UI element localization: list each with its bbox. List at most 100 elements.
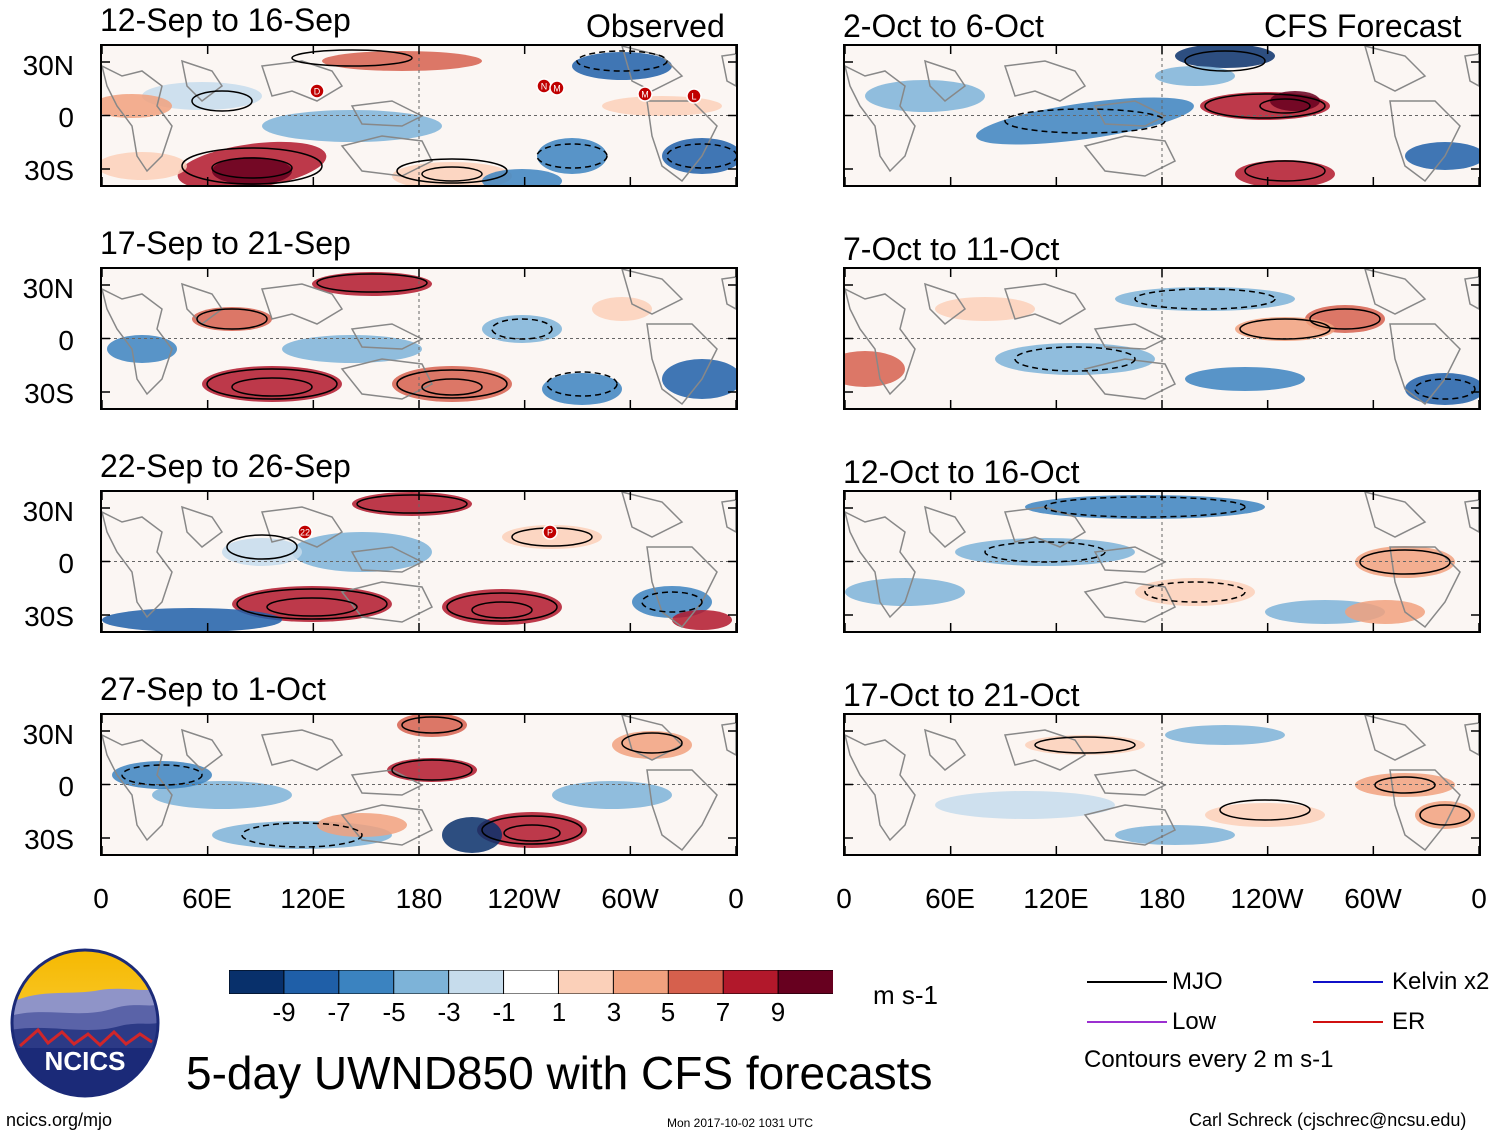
coastline xyxy=(350,769,424,796)
anomaly-region xyxy=(1165,725,1285,745)
mjo-contour xyxy=(1259,98,1311,114)
anomaly-region xyxy=(542,373,622,405)
mjo-contour xyxy=(984,541,1106,563)
anomaly-region xyxy=(482,169,562,185)
anomaly-region xyxy=(352,492,472,516)
mjo-contour xyxy=(181,147,323,185)
coastline xyxy=(350,546,424,573)
storm-marker xyxy=(549,80,565,96)
mjo-contour xyxy=(391,759,473,781)
lat-label-30n: 30N xyxy=(22,496,74,527)
timestamp: Mon 2017-10-02 1031 UTC xyxy=(667,1116,814,1130)
mjo-contour xyxy=(491,318,553,340)
mjo-contour xyxy=(396,369,508,399)
colorbar-label: 9 xyxy=(770,997,786,1027)
coastline xyxy=(350,323,424,350)
lon-label: 0 xyxy=(93,883,109,914)
mjo-contour xyxy=(1359,549,1451,575)
logo-text: NCICS xyxy=(45,1046,126,1076)
anomaly-region xyxy=(845,351,905,387)
lat-label-eq: 0 xyxy=(58,771,74,802)
anomaly-region xyxy=(1135,578,1255,606)
panel-title-6: 7-Oct to 11-Oct xyxy=(843,231,1060,267)
storm-label: 22 xyxy=(300,528,310,538)
coastline xyxy=(340,358,434,400)
anomaly-region xyxy=(1175,46,1275,68)
coastline xyxy=(1093,100,1167,127)
mjo-contour xyxy=(1239,318,1331,340)
map-panel-2 xyxy=(100,267,738,410)
legend-line-er xyxy=(1313,1021,1383,1023)
coastline xyxy=(102,65,173,173)
coastline xyxy=(260,729,344,771)
storm-marker xyxy=(297,524,313,540)
colorbar-label: -7 xyxy=(327,997,351,1027)
panel-title-4: 27-Sep to 1-Oct xyxy=(100,671,326,707)
lon-label: 120E xyxy=(1023,883,1089,914)
anomaly-region xyxy=(112,761,212,789)
storm-marker xyxy=(686,88,702,104)
storm-label: L xyxy=(691,92,696,102)
lon-label: 0 xyxy=(1471,883,1487,914)
colorbar-label: -1 xyxy=(492,997,516,1027)
anomaly-region xyxy=(142,82,262,110)
panel-title-2: 17-Sep to 21-Sep xyxy=(100,225,351,261)
mjo-contour xyxy=(471,601,533,619)
colorbar-units: m s-1 xyxy=(873,980,938,1010)
legend-label-kelvin: Kelvin x2 xyxy=(1392,968,1490,995)
mjo-contour xyxy=(1374,776,1436,794)
mjo-contour xyxy=(1144,581,1246,603)
coastline xyxy=(181,59,224,102)
lat-label-30s: 30S xyxy=(24,155,74,186)
panel-title-8: 17-Oct to 21-Oct xyxy=(843,677,1080,713)
anomaly-region xyxy=(222,538,302,566)
coastline xyxy=(721,722,736,756)
colorbar-label: -3 xyxy=(437,997,461,1027)
mjo-contour xyxy=(1004,108,1166,134)
colorbar-swatch xyxy=(448,969,505,995)
lon-label: 120E xyxy=(280,883,346,914)
anomaly-region xyxy=(282,335,422,363)
anomaly-region xyxy=(387,758,477,782)
coastline xyxy=(1389,323,1461,406)
mjo-contour xyxy=(536,143,608,169)
coastline xyxy=(924,505,967,548)
mjo-contour xyxy=(446,592,558,622)
coastline xyxy=(102,288,173,396)
forecast-column-header: CFS Forecast xyxy=(1264,8,1462,44)
site-link[interactable]: ncics.org/mjo xyxy=(6,1110,113,1130)
anomaly-region xyxy=(477,812,587,848)
coastline xyxy=(1364,269,1427,315)
anomaly-region xyxy=(1025,495,1265,519)
author-credit: Carl Schreck (cjschrec@ncsu.edu) xyxy=(1189,1110,1467,1130)
storm-marker xyxy=(309,83,325,99)
coastline xyxy=(646,323,718,406)
coastline xyxy=(721,53,736,87)
anomaly-region xyxy=(572,52,672,80)
chart-title: 5-day UWND850 with CFS forecasts xyxy=(186,1047,933,1099)
map-panel-6 xyxy=(843,267,1481,410)
coastline xyxy=(1003,729,1087,771)
map-panel-4 xyxy=(100,713,738,856)
anomaly-region xyxy=(107,335,177,363)
coastline xyxy=(621,715,684,761)
coastline xyxy=(845,511,916,619)
storm-label: M xyxy=(553,84,561,94)
mjo-contour xyxy=(1034,736,1136,754)
coastline xyxy=(1003,506,1087,548)
colorbar-label: 3 xyxy=(606,997,622,1027)
mjo-contour xyxy=(231,377,313,397)
lon-label: 60E xyxy=(925,883,975,914)
colorbar-label: -9 xyxy=(272,997,296,1027)
mjo-contour xyxy=(641,591,703,613)
map-panel-8 xyxy=(843,713,1481,856)
mjo-contour xyxy=(211,157,293,179)
anomaly-region xyxy=(1115,825,1235,845)
mjo-contour xyxy=(291,49,413,67)
coastline xyxy=(1364,715,1427,761)
colorbar-label: -5 xyxy=(382,997,406,1027)
coastline xyxy=(621,46,684,92)
coastline xyxy=(924,59,967,102)
legend-line-low xyxy=(1087,1021,1167,1023)
anomaly-region xyxy=(1345,600,1425,624)
